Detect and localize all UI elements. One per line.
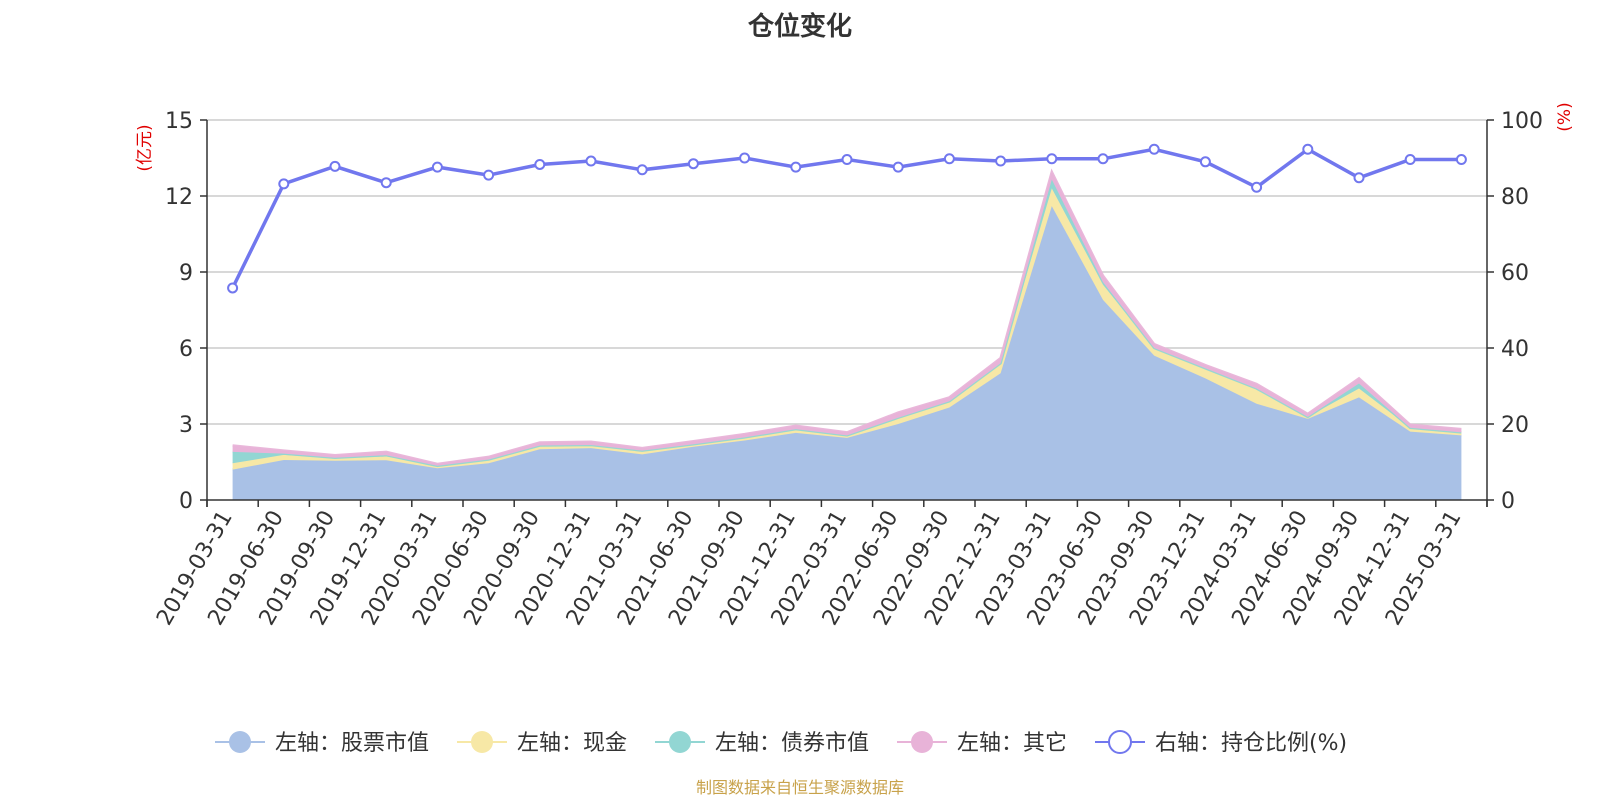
holding-ratio-point: [278, 178, 290, 190]
holding-ratio-point: [636, 164, 648, 176]
chart-title: 仓位变化: [747, 12, 852, 42]
holding-ratio-point: [1251, 181, 1263, 193]
right-axis-tick-label: 100: [1501, 109, 1543, 134]
left-axis-tick-label: 0: [179, 489, 193, 514]
holding-ratio-point: [1097, 153, 1109, 165]
right-axis-tick-label: 20: [1501, 413, 1529, 438]
holding-ratio-point: [1455, 154, 1467, 166]
right-axis-tick-label: 80: [1501, 185, 1529, 210]
left-axis-tick-label: 12: [165, 185, 193, 210]
holding-ratio-point: [585, 155, 597, 167]
holding-ratio-point: [943, 153, 955, 165]
legend-marker: [1108, 730, 1132, 754]
area-series-0: [232, 206, 1462, 500]
area-series-edge-3: [232, 168, 1462, 466]
legend-label: 左轴：股票市值: [275, 731, 429, 756]
data-source-note: 制图数据来自恒生聚源数据库: [695, 778, 904, 797]
left-axis-tick-label: 15: [165, 109, 193, 134]
right-axis-unit: (%): [1555, 102, 1575, 131]
legend-label: 左轴：债券市值: [715, 731, 869, 756]
holding-ratio-point: [739, 152, 751, 164]
holding-ratio-point: [687, 158, 699, 170]
right-axis-tick-label: 60: [1501, 261, 1529, 286]
legend-marker: [911, 731, 933, 753]
holding-ratio-point: [1199, 156, 1211, 168]
holding-ratio-line: [231, 147, 1462, 289]
left-axis-tick-label: 9: [179, 261, 193, 286]
holding-ratio-point: [790, 161, 802, 173]
holding-ratio-point: [227, 282, 239, 294]
holding-ratio-point: [483, 169, 495, 181]
left-axis-tick-label: 3: [179, 413, 193, 438]
left-axis-tick-label: 6: [179, 337, 193, 362]
holding-ratio-point: [329, 160, 341, 172]
holding-ratio-point: [1148, 143, 1160, 155]
legend-label: 右轴：持仓比例(%): [1155, 731, 1347, 756]
legend-label: 左轴：其它: [957, 731, 1067, 756]
holding-ratio-point: [995, 155, 1007, 167]
legend-label: 左轴：现金: [517, 731, 627, 756]
right-axis-tick-label: 40: [1501, 337, 1529, 362]
holding-ratio-point: [892, 161, 904, 173]
legend-marker: [669, 731, 691, 753]
legend-marker: [471, 731, 493, 753]
legend-marker: [229, 731, 251, 753]
holding-ratio-point: [380, 177, 392, 189]
holding-ratio-point: [841, 154, 853, 166]
holding-ratio-point: [1353, 172, 1365, 184]
holding-ratio-point: [1404, 154, 1416, 166]
holding-ratio-point: [1046, 153, 1058, 165]
right-axis-tick-label: 0: [1501, 489, 1515, 514]
holding-ratio-point: [1302, 143, 1314, 155]
holding-ratio-point: [534, 158, 546, 170]
holding-ratio-point: [431, 161, 443, 173]
left-axis-unit: (亿元): [135, 124, 155, 171]
